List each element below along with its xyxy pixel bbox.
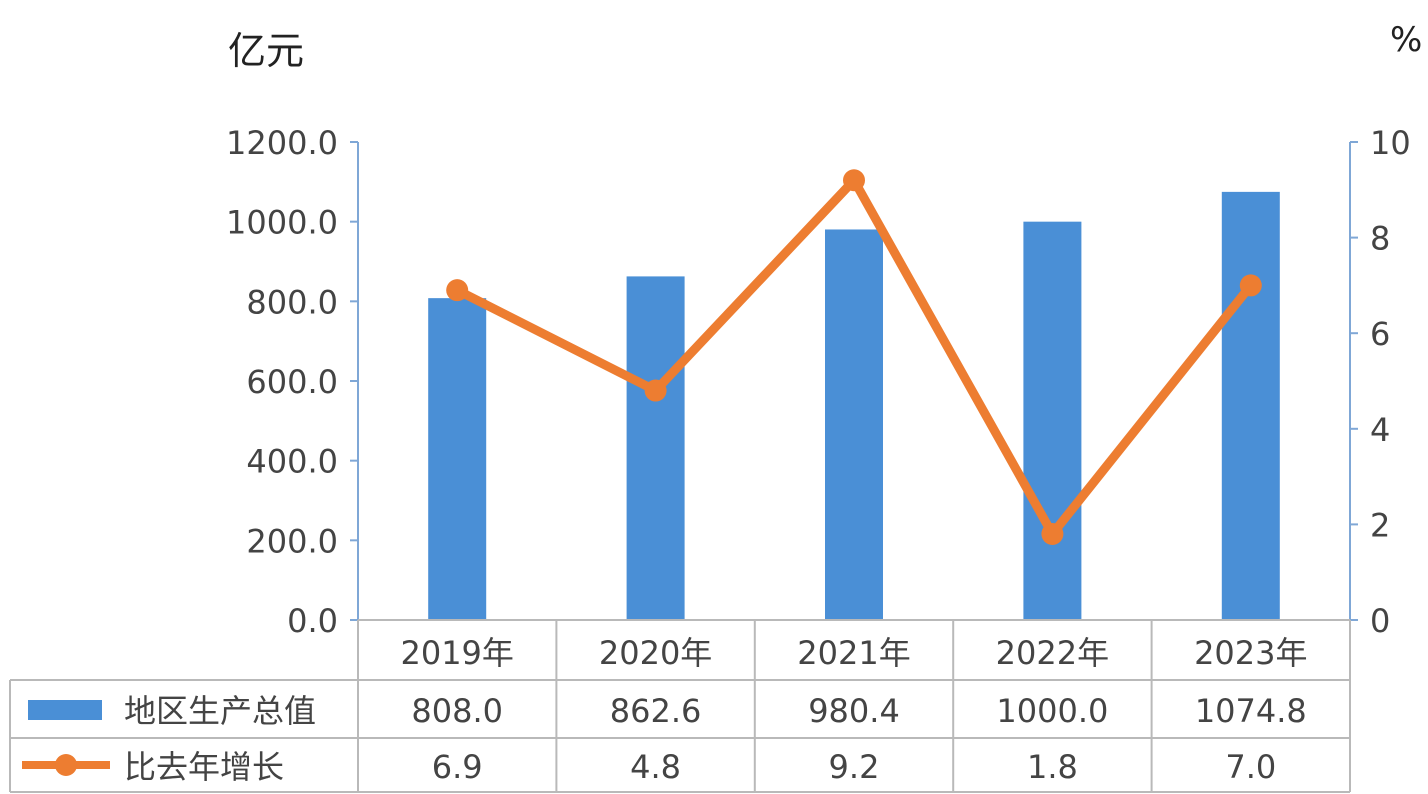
left-axis-tick-label: 1200.0 [226, 124, 338, 162]
growth-point-2023年 [1239, 274, 1262, 297]
category-label: 2023年 [1194, 634, 1307, 672]
right-axis-tick-label: 6 [1370, 315, 1390, 353]
growth-point-2020年 [644, 379, 667, 402]
bar-data-label: 1000.0 [996, 692, 1108, 730]
right-axis-tick-label: 8 [1370, 220, 1390, 258]
left-axis-tick-label: 800.0 [246, 283, 338, 321]
left-axis-tick-label: 400.0 [246, 443, 338, 481]
left-axis-unit: 亿元 [228, 29, 305, 73]
right-axis-tick-label: 4 [1370, 411, 1390, 449]
right-axis-tick-label: 2 [1370, 506, 1390, 544]
bar-data-label: 862.6 [610, 692, 702, 730]
bar-2021年 [825, 229, 883, 620]
legend-label-line: 比去年增长 [124, 748, 284, 786]
bar-2020年 [626, 276, 685, 620]
left-axis-tick-label: 0.0 [287, 602, 338, 640]
growth-point-2022年 [1041, 522, 1064, 545]
category-label: 2019年 [400, 634, 513, 672]
growth-point-2021年 [843, 169, 865, 192]
legend-label-bar: 地区生产总值 [124, 692, 316, 730]
right-axis-unit: % [1390, 20, 1423, 60]
bar-data-label: 1074.8 [1195, 692, 1307, 730]
category-label: 2021年 [797, 634, 910, 672]
growth-data-label: 9.2 [829, 748, 880, 786]
growth-point-2019年 [446, 279, 469, 302]
growth-data-label: 4.8 [630, 748, 681, 786]
category-label: 2020年 [599, 634, 712, 672]
bar-data-label: 808.0 [411, 692, 503, 730]
growth-data-label: 6.9 [432, 748, 483, 786]
legend-key-bar [28, 700, 102, 720]
left-axis-tick-label: 200.0 [246, 522, 338, 560]
left-axis-tick-label: 1000.0 [226, 204, 338, 242]
growth-data-label: 7.0 [1225, 748, 1276, 786]
bar-2023年 [1221, 191, 1280, 620]
legend-key-marker [55, 754, 77, 776]
left-axis-tick-label: 600.0 [246, 363, 338, 401]
right-axis-tick-label: 0 [1370, 602, 1390, 640]
bar-data-label: 980.4 [808, 692, 900, 730]
bar-2019年 [428, 298, 487, 620]
growth-data-label: 1.8 [1027, 748, 1078, 786]
right-axis-tick-label: 10 [1370, 124, 1411, 162]
bar-2022年 [1023, 221, 1082, 620]
category-label: 2022年 [996, 634, 1109, 672]
